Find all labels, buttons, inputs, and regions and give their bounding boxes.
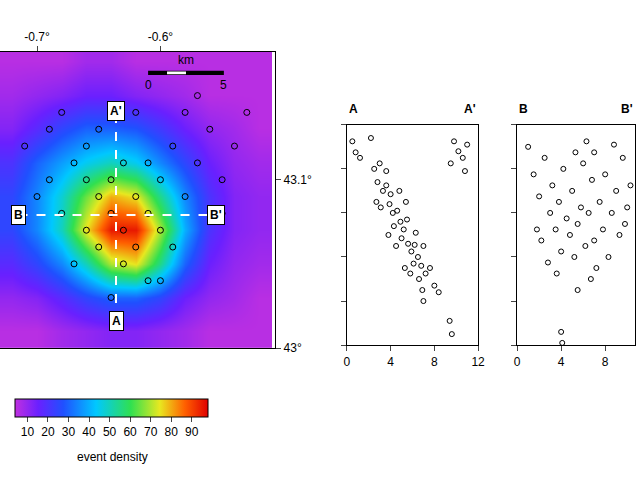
svg-text:B': B' [210,208,222,222]
svg-text:43°: 43° [284,341,302,355]
svg-text:B: B [14,208,23,222]
svg-text:A': A' [110,104,122,118]
svg-text:4: 4 [558,355,565,369]
svg-text:B': B' [621,102,633,116]
svg-text:A: A [349,102,358,116]
svg-text:8: 8 [431,355,438,369]
svg-text:12: 12 [471,355,485,369]
svg-text:40: 40 [82,425,96,439]
svg-text:event density: event density [77,450,148,464]
svg-text:50: 50 [103,425,117,439]
svg-text:B: B [519,102,528,116]
svg-text:8: 8 [602,355,609,369]
svg-text:-0.6°: -0.6° [148,30,174,44]
svg-text:4: 4 [387,355,394,369]
svg-text:A': A' [464,102,476,116]
svg-text:5: 5 [220,78,227,92]
svg-text:70: 70 [144,425,158,439]
svg-text:20: 20 [41,425,55,439]
svg-text:10: 10 [21,425,35,439]
svg-text:0: 0 [344,355,351,369]
svg-text:80: 80 [164,425,178,439]
svg-text:0: 0 [514,355,521,369]
svg-text:km: km [178,53,194,67]
svg-text:90: 90 [185,425,199,439]
svg-text:-0.7°: -0.7° [24,30,50,44]
svg-text:30: 30 [62,425,76,439]
svg-text:A: A [112,314,121,328]
svg-text:60: 60 [123,425,137,439]
svg-text:0: 0 [145,78,152,92]
svg-text:43.1°: 43.1° [284,173,312,187]
